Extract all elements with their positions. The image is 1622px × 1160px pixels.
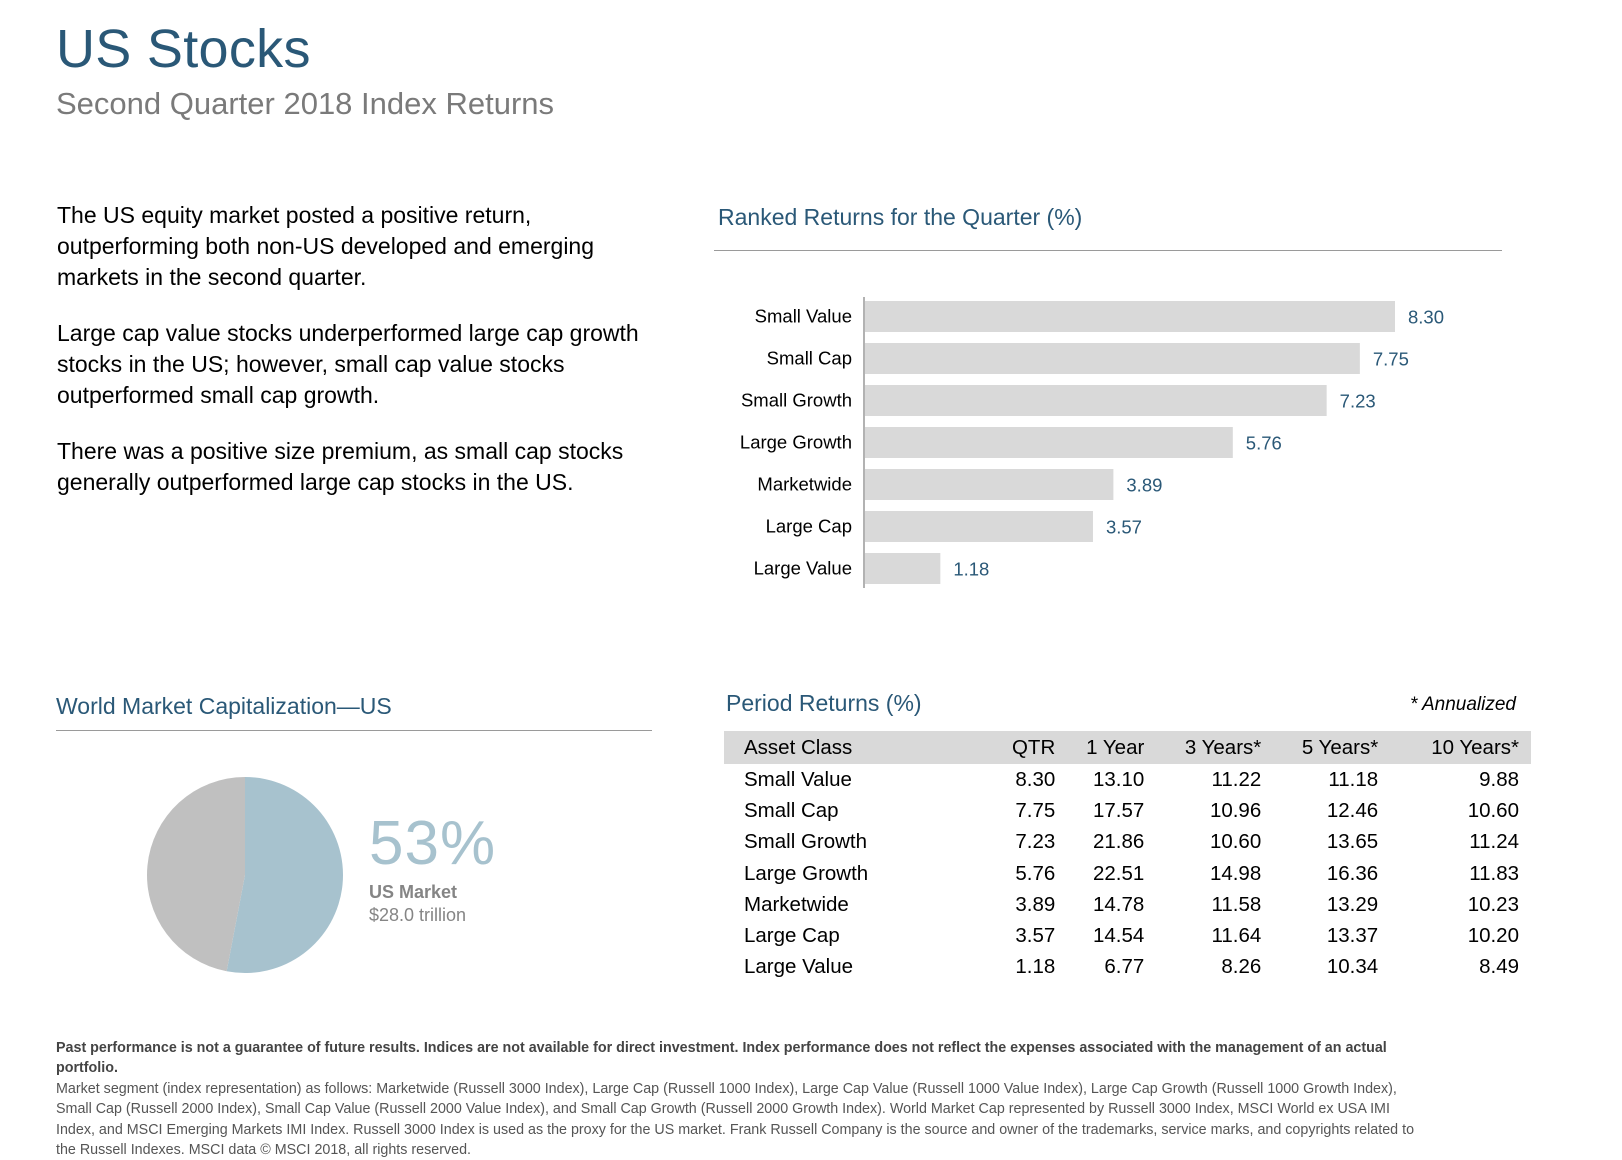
return-cell: 10.60 xyxy=(1209,830,1262,854)
return-cell: 11.18 xyxy=(1328,767,1379,791)
return-bar xyxy=(865,553,941,584)
table-row: Small Cap 7.75 17.57 10.96 12.46 10.60 xyxy=(724,795,1531,826)
return-cell: 3.89 xyxy=(1015,892,1056,916)
table-row: Large Growth 5.76 22.51 14.98 16.36 11.83 xyxy=(724,858,1531,889)
bar-value-label: 8.30 xyxy=(1408,307,1444,328)
commentary-paragraph: There was a positive size premium, as sm… xyxy=(57,438,624,495)
bar-category-label: Marketwide xyxy=(757,474,852,495)
period-returns-table: Asset Class QTR 1 Year 3 Years* 5 Years*… xyxy=(724,731,1531,983)
table-row: Large Value 1.18 6.77 8.26 10.34 8.49 xyxy=(724,952,1531,983)
us-market-value: $28.0 trillion xyxy=(369,905,467,925)
return-cell: 5.76 xyxy=(1015,861,1056,885)
ranked-returns-title: Ranked Returns for the Quarter (%) xyxy=(718,204,1083,230)
disclosure-body-text: Market segment (index representation) as… xyxy=(56,1080,1415,1159)
return-cell: 13.29 xyxy=(1326,892,1379,916)
return-cell: 13.37 xyxy=(1326,924,1379,948)
bar-category-label: Large Cap xyxy=(766,516,852,537)
bar-value-label: 3.57 xyxy=(1106,517,1142,538)
bar-category-label: Large Growth xyxy=(740,432,852,453)
return-cell: 7.23 xyxy=(1015,830,1056,854)
asset-class-cell: Large Cap xyxy=(744,924,840,948)
return-cell: 8.49 xyxy=(1479,955,1519,979)
asset-class-cell: Small Cap xyxy=(744,798,839,822)
return-cell: 14.54 xyxy=(1093,924,1145,948)
asset-class-cell: Large Growth xyxy=(744,861,869,885)
column-header: 1 Year xyxy=(1055,731,1145,764)
asset-class-cell: Large Value xyxy=(744,955,854,979)
return-bar xyxy=(865,427,1233,458)
bar-value-label: 5.76 xyxy=(1246,433,1282,454)
return-cell: 11.24 xyxy=(1469,830,1519,854)
asset-class-cell: Marketwide xyxy=(744,892,849,916)
commentary: The US equity market posted a positive r… xyxy=(57,200,677,523)
disclosure-bold-text: Past performance is not a guarantee of f… xyxy=(56,1040,1387,1077)
return-cell: 22.51 xyxy=(1093,861,1145,885)
world-market-cap-title: World Market Capitalization—US xyxy=(56,693,392,719)
return-cell: 13.10 xyxy=(1093,767,1145,791)
pie-slice-us xyxy=(226,777,344,973)
bar-category-label: Small Value xyxy=(755,306,852,327)
page-subtitle: Second Quarter 2018 Index Returns xyxy=(56,86,555,121)
pie-slice-rest-of-world xyxy=(147,777,245,972)
world-market-cap-divider xyxy=(56,730,652,731)
table-row: Small Growth 7.23 21.86 10.60 13.65 11.24 xyxy=(724,827,1531,858)
return-cell: 10.60 xyxy=(1467,798,1519,822)
return-cell: 3.57 xyxy=(1015,924,1056,948)
bar-category-label: Small Growth xyxy=(741,390,852,411)
return-cell: 10.23 xyxy=(1467,892,1519,916)
return-cell: 11.22 xyxy=(1211,767,1262,791)
return-cell: 6.77 xyxy=(1104,955,1145,979)
world-market-cap-pie xyxy=(147,777,344,973)
column-header: QTR xyxy=(989,731,1056,764)
asset-class-cell: Small Growth xyxy=(744,830,868,854)
us-market-percent: 53% xyxy=(369,809,497,878)
return-cell: 14.78 xyxy=(1093,892,1145,916)
bar-category-label: Large Value xyxy=(754,558,852,579)
table-header-row: Asset Class QTR 1 Year 3 Years* 5 Years*… xyxy=(724,731,1531,764)
column-header: Asset Class xyxy=(724,731,989,764)
return-bar xyxy=(865,301,1395,332)
ranked-returns-divider xyxy=(714,250,1502,251)
return-cell: 14.98 xyxy=(1209,861,1262,885)
us-market-label: US Market xyxy=(369,882,458,902)
bar-category-label: Small Cap xyxy=(767,348,852,369)
return-bar xyxy=(865,385,1327,416)
column-header: 3 Years* xyxy=(1144,731,1262,764)
annualized-note: * Annualized xyxy=(1410,694,1516,715)
return-cell: 13.65 xyxy=(1326,830,1379,854)
commentary-paragraph: The US equity market posted a positive r… xyxy=(57,202,595,290)
table-row: Large Cap 3.57 14.54 11.64 13.37 10.20 xyxy=(724,920,1531,951)
return-cell: 10.34 xyxy=(1326,955,1379,979)
return-cell: 17.57 xyxy=(1093,798,1145,822)
bar-value-label: 7.75 xyxy=(1373,349,1409,370)
bar-value-label: 7.23 xyxy=(1340,391,1376,412)
return-cell: 11.83 xyxy=(1469,861,1519,885)
column-header: 5 Years* xyxy=(1261,731,1379,764)
return-cell: 11.64 xyxy=(1211,924,1262,948)
column-header: 10 Years* xyxy=(1378,731,1531,764)
ranked-returns-chart: Small Value 8.30 Small Cap 7.75 Small Growth… xyxy=(740,297,1444,588)
return-cell: 7.75 xyxy=(1015,798,1056,822)
return-cell: 10.96 xyxy=(1209,798,1262,822)
return-cell: 16.36 xyxy=(1326,861,1379,885)
return-cell: 21.86 xyxy=(1093,830,1145,854)
return-cell: 9.88 xyxy=(1479,767,1519,791)
return-cell: 11.58 xyxy=(1211,892,1262,916)
period-returns-title: Period Returns (%) xyxy=(726,690,922,716)
return-bar xyxy=(865,511,1093,542)
asset-class-cell: Small Value xyxy=(744,767,852,791)
return-cell: 12.46 xyxy=(1326,798,1379,822)
return-cell: 1.18 xyxy=(1015,955,1056,979)
bar-value-label: 3.89 xyxy=(1126,475,1162,496)
table-row: Marketwide 3.89 14.78 11.58 13.29 10.23 xyxy=(724,889,1531,920)
commentary-paragraph: Large cap value stocks underperformed la… xyxy=(57,320,639,408)
return-cell: 8.26 xyxy=(1221,955,1262,979)
bar-value-label: 1.18 xyxy=(953,559,989,580)
return-bar xyxy=(865,469,1114,500)
page-title: US Stocks xyxy=(56,19,311,79)
table-row: Small Value 8.30 13.10 11.22 11.18 9.88 xyxy=(724,764,1531,795)
return-cell: 8.30 xyxy=(1015,767,1056,791)
return-bar xyxy=(865,343,1360,374)
return-cell: 10.20 xyxy=(1467,924,1519,948)
